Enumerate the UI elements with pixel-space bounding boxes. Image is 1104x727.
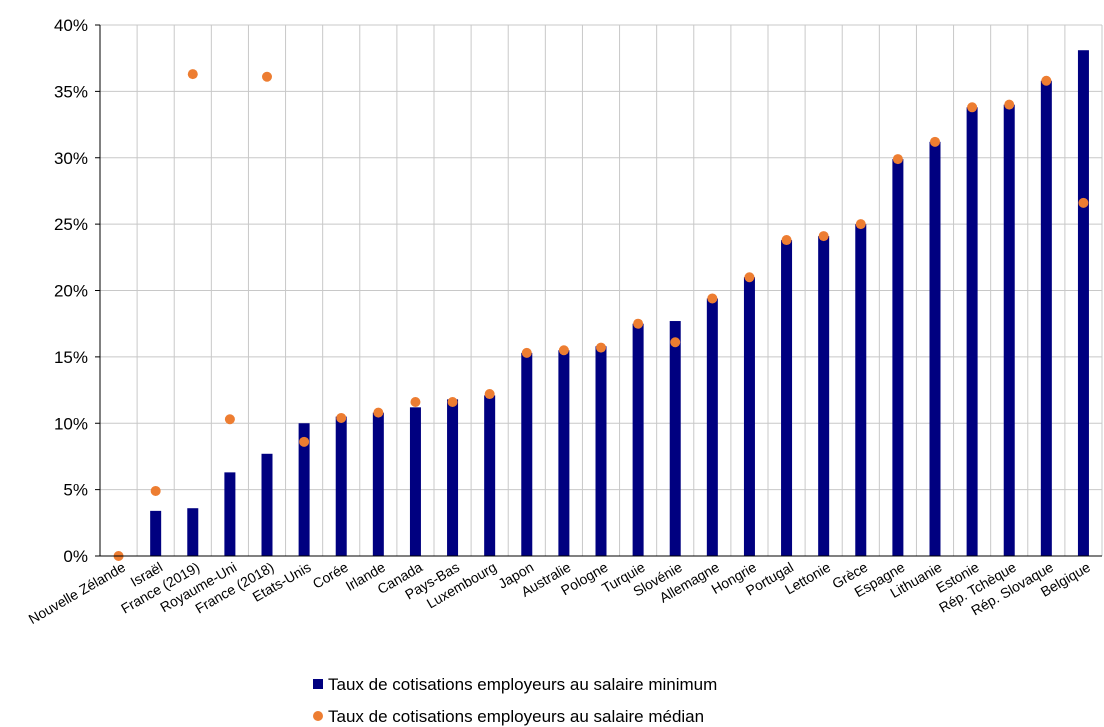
legend-label-dot: Taux de cotisations employeurs au salair… xyxy=(328,707,704,726)
y-tick-label: 25% xyxy=(54,215,88,234)
bar-2 xyxy=(187,508,199,556)
bar-1 xyxy=(150,510,162,556)
y-tick-label: 0% xyxy=(63,547,88,566)
y-tick-label: 30% xyxy=(54,149,88,168)
bar-17 xyxy=(743,277,755,556)
x-label-0: Nouvelle Zélande xyxy=(26,559,129,627)
x-label-6: Corée xyxy=(310,559,351,592)
dot-1 xyxy=(150,485,161,496)
dot-23 xyxy=(967,102,978,113)
bar-20 xyxy=(855,224,867,556)
legend: Taux de cotisations employeurs au salair… xyxy=(313,675,717,726)
y-tick-label: 15% xyxy=(54,348,88,367)
dot-5 xyxy=(299,436,310,447)
dot-15 xyxy=(670,337,681,348)
bar-23 xyxy=(966,107,978,557)
bar-11 xyxy=(521,352,533,556)
legend-label-bar: Taux de cotisations employeurs au salair… xyxy=(328,675,717,694)
dot-14 xyxy=(633,318,644,329)
bar-15 xyxy=(669,321,681,556)
y-tick-label: 35% xyxy=(54,82,88,101)
bar-16 xyxy=(706,298,718,556)
bar-3 xyxy=(224,472,236,556)
dot-6 xyxy=(336,412,347,423)
dot-10 xyxy=(484,389,495,400)
bar-10 xyxy=(484,395,496,556)
dot-16 xyxy=(707,293,718,304)
bar-19 xyxy=(818,236,830,556)
bar-series xyxy=(150,50,1089,557)
dot-17 xyxy=(744,272,755,283)
dot-4 xyxy=(262,71,272,82)
bar-7 xyxy=(372,412,384,556)
dot-13 xyxy=(596,342,606,353)
bar-25 xyxy=(1040,80,1052,556)
bar-5 xyxy=(298,423,310,556)
dot-series xyxy=(113,69,1089,561)
dot-3 xyxy=(224,414,235,425)
dot-20 xyxy=(855,219,866,230)
dot-7 xyxy=(373,407,384,418)
dot-9 xyxy=(447,397,458,408)
dot-26 xyxy=(1078,197,1089,208)
dot-2 xyxy=(187,69,198,80)
bar-21 xyxy=(892,159,904,556)
dot-25 xyxy=(1041,75,1052,86)
y-tick-label: 5% xyxy=(63,481,88,500)
y-tick-label: 20% xyxy=(54,282,88,301)
legend-swatch-dot xyxy=(313,711,323,721)
bar-12 xyxy=(558,350,570,556)
y-tick-labels: 0% 5% 10% 15% 20% 25% 30% 35% 40% xyxy=(54,16,88,566)
dot-18 xyxy=(781,235,792,246)
dot-21 xyxy=(892,154,903,165)
legend-swatch-bar xyxy=(313,679,323,689)
bar-22 xyxy=(929,141,941,556)
bar-6 xyxy=(335,416,347,556)
bar-18 xyxy=(781,240,793,556)
bar-9 xyxy=(447,399,459,556)
y-tick-label: 10% xyxy=(54,414,88,433)
dot-19 xyxy=(818,231,829,242)
bar-26 xyxy=(1077,50,1089,556)
bar-4 xyxy=(261,453,273,556)
bar-24 xyxy=(1003,104,1015,557)
bar-8 xyxy=(409,407,421,556)
axes xyxy=(95,24,1102,557)
bar-14 xyxy=(632,323,644,556)
dot-11 xyxy=(521,347,532,358)
bar-13 xyxy=(595,346,607,556)
dot-24 xyxy=(1004,99,1015,110)
dot-8 xyxy=(410,397,421,408)
grid-lines xyxy=(100,24,1103,556)
dot-12 xyxy=(558,345,569,356)
y-tick-label: 40% xyxy=(54,16,88,35)
dot-22 xyxy=(930,136,940,147)
